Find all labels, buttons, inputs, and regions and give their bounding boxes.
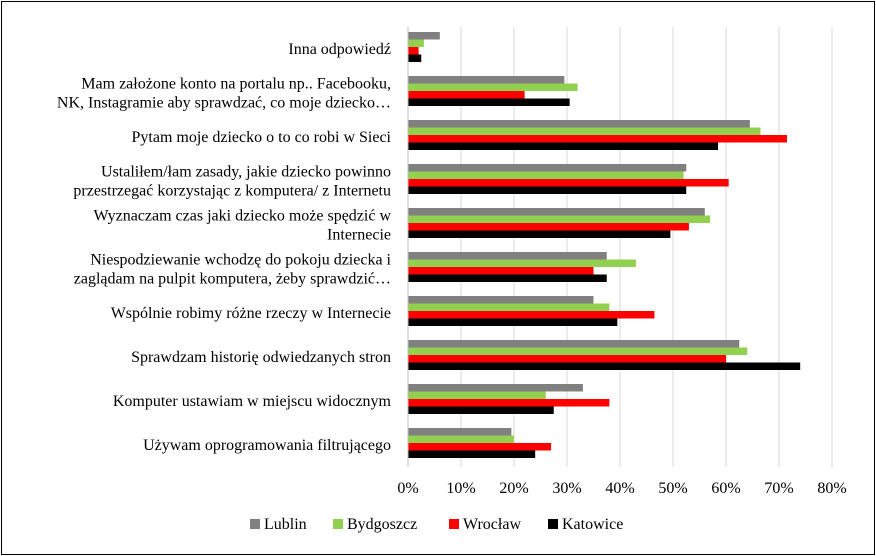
tick-label: 20% (499, 480, 528, 497)
tick-label: 50% (658, 480, 687, 497)
bar-lublin-8 (408, 384, 583, 392)
bar-katowice-5 (408, 274, 607, 282)
category-label: Ustaliłem/łam zasady, jakie dziecko powi… (101, 164, 391, 181)
bar-wrocław-6 (408, 311, 655, 319)
category-label: Mam założone konto na portalu np.. Faceb… (81, 76, 391, 93)
legend-swatch-bydgoszcz (333, 519, 343, 529)
category-label: zaglądam na pulpit komputera, żeby spraw… (74, 271, 391, 288)
category-label: Wyznaczam czas jaki dziecko może spędzić… (93, 208, 391, 225)
bar-wrocław-9 (408, 443, 552, 451)
legend-label: Wrocław (463, 516, 521, 533)
category-label: Sprawdzam historię odwiedzanych stron (131, 349, 391, 366)
bar-bydgoszcz-3 (408, 171, 684, 179)
bar-bydgoszcz-0 (408, 39, 424, 47)
bar-wrocław-0 (408, 47, 419, 55)
tick-label: 70% (764, 480, 793, 497)
bar-lublin-7 (408, 340, 740, 348)
bar-bydgoszcz-2 (408, 127, 761, 135)
tick-label: 80% (817, 480, 846, 497)
category-labels: Inna odpowiedź Mam założone konto na port… (57, 41, 392, 454)
bar-lublin-2 (408, 120, 750, 128)
category-label: Inna odpowiedź (288, 41, 391, 58)
bar-wrocław-1 (408, 91, 525, 99)
value-axis: 0% 10% 20% 30% 40% 50% 60% 70% 80% (397, 27, 847, 497)
bar-katowice-9 (408, 450, 536, 458)
bar-bydgoszcz-9 (408, 435, 514, 443)
category-label: Niespodziewanie wchodzę do pokoju dzieck… (90, 252, 391, 269)
legend-swatch-wrocław (449, 519, 459, 529)
bar-lublin-1 (408, 76, 565, 84)
bar-katowice-4 (408, 230, 671, 238)
legend-label: Lublin (264, 516, 307, 533)
bar-bydgoszcz-5 (408, 259, 636, 267)
category-label: Pytam moje dziecko o to co robi w Sieci (132, 129, 392, 146)
bar-bydgoszcz-1 (408, 83, 578, 91)
bar-lublin-9 (408, 428, 512, 436)
bar-katowice-2 (408, 142, 719, 150)
legend: Lublin Bydgoszcz Wrocław Katowice (250, 516, 623, 533)
bar-lublin-6 (408, 296, 594, 304)
category-label: NK, Instagramie aby sprawdzać, co moje d… (57, 95, 391, 112)
category-label: Komputer ustawiam w miejscu widocznym (113, 393, 392, 410)
bar-katowice-0 (408, 54, 422, 62)
bar-bydgoszcz-7 (408, 347, 748, 355)
bar-katowice-6 (408, 318, 618, 326)
tick-label: 0% (397, 480, 418, 497)
bar-lublin-0 (408, 32, 440, 40)
bar-bydgoszcz-8 (408, 391, 546, 399)
category-label: Internecie (327, 227, 391, 244)
bar-katowice-1 (408, 98, 570, 106)
tick-label: 60% (711, 480, 740, 497)
bar-lublin-4 (408, 208, 705, 216)
legend-swatch-katowice (548, 519, 558, 529)
bar-lublin-5 (408, 252, 607, 260)
bar-bydgoszcz-6 (408, 303, 610, 311)
bar-wrocław-7 (408, 355, 726, 363)
legend-label: Katowice (562, 516, 623, 533)
category-label: przestrzegać korzystając z komputera/ z … (73, 183, 391, 200)
category-label: Wspólnie robimy różne rzeczy w Interneci… (111, 305, 391, 322)
bar-wrocław-3 (408, 179, 729, 187)
legend-swatch-lublin (250, 519, 260, 529)
tick-label: 40% (605, 480, 634, 497)
bar-wrocław-8 (408, 399, 610, 407)
bar-bydgoszcz-4 (408, 215, 711, 223)
legend-label: Bydgoszcz (347, 516, 417, 533)
bar-wrocław-5 (408, 267, 594, 275)
bar-lublin-3 (408, 164, 687, 172)
bar-katowice-8 (408, 406, 554, 414)
tick-label: 30% (552, 480, 581, 497)
category-label: Używam oprogramowania filtrującego (143, 437, 391, 454)
bar-wrocław-2 (408, 135, 787, 143)
bars (408, 32, 801, 458)
tick-label: 10% (446, 480, 475, 497)
bar-katowice-7 (408, 362, 801, 370)
bar-katowice-3 (408, 186, 687, 194)
bar-wrocław-4 (408, 223, 689, 231)
